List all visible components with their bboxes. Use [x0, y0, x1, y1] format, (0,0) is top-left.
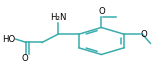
Text: O: O: [22, 54, 29, 63]
Text: H₂N: H₂N: [50, 13, 66, 22]
Text: HO: HO: [2, 35, 15, 44]
Text: O: O: [141, 30, 148, 39]
Text: O: O: [98, 7, 105, 16]
